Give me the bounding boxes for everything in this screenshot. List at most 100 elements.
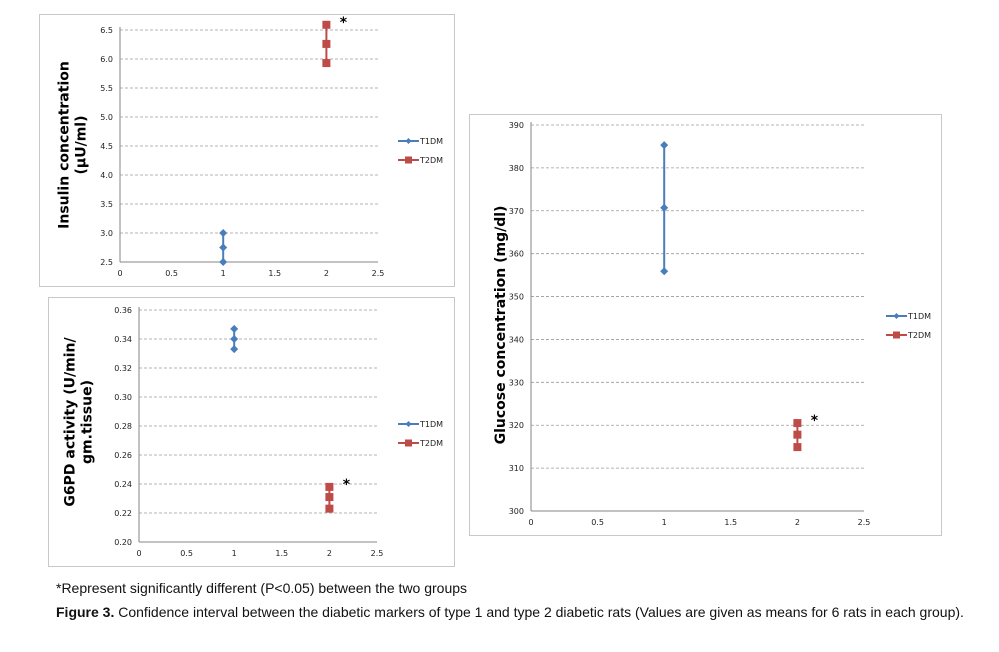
x-tick-label: 2.5 xyxy=(858,518,871,527)
x-tick-label: 2.5 xyxy=(371,549,384,558)
insulin-plot: 2.5 3.0 3.5 4.0 4.5 5.0 5.5 6.0 6.5 0 0.5 1 1.5 2 2.5 I… xyxy=(57,15,444,278)
legend-item-t1dm: T1DM xyxy=(398,137,443,146)
legend-marker xyxy=(893,313,900,319)
data-point xyxy=(322,20,331,29)
y-tick-label: 350 xyxy=(509,293,524,302)
y-tick-label: 5.0 xyxy=(100,113,113,122)
series-t2dm xyxy=(325,482,334,513)
series-t2dm xyxy=(322,20,331,68)
data-point xyxy=(219,258,228,266)
y-tick-label: 4.5 xyxy=(100,142,113,151)
data-point xyxy=(322,59,331,68)
series-t1dm xyxy=(660,141,669,276)
data-point xyxy=(325,504,334,513)
y-tick-label: 0.26 xyxy=(114,451,132,460)
y-axis-label: Glucose concentration (mg/dl) xyxy=(493,206,509,445)
x-tick-label: 2 xyxy=(795,518,800,527)
data-point xyxy=(230,324,239,333)
data-point xyxy=(230,345,239,354)
legend-label: T1DM xyxy=(907,312,931,321)
x-tick-label: 2 xyxy=(324,269,329,278)
y-tick-label: 0.32 xyxy=(114,364,132,373)
significance-marker: * xyxy=(811,413,819,429)
series-t1dm xyxy=(230,324,239,354)
caption-label: Figure 3. xyxy=(56,604,115,620)
data-point xyxy=(660,141,669,150)
y-tick-label: 3.5 xyxy=(100,200,113,209)
data-point xyxy=(793,443,802,452)
x-tick-label: 1 xyxy=(221,269,226,278)
glucose-plot: 300 310 320 330 340 350 360 370 380 390 0 0.5 1 1.5 2 2… xyxy=(493,121,931,527)
x-tick-label: 2.5 xyxy=(372,269,385,278)
y-tick-label: 4.0 xyxy=(100,171,113,180)
figure-caption: Figure 3. Confidence interval between th… xyxy=(56,603,966,621)
y-tick-label: 3.0 xyxy=(100,229,113,238)
y-tick-label: 370 xyxy=(509,207,524,216)
data-point xyxy=(325,493,334,502)
y-axis-label: (µU/ml) xyxy=(74,116,90,175)
significance-marker: * xyxy=(343,477,351,493)
legend-item-t1dm: T1DM xyxy=(398,420,443,429)
data-point xyxy=(325,482,334,491)
caption-text: Confidence interval between the diabetic… xyxy=(114,604,964,620)
data-point xyxy=(230,335,239,343)
y-tick-label: 0.34 xyxy=(114,335,132,344)
data-point xyxy=(793,419,802,428)
x-tick-label: 1 xyxy=(232,549,237,558)
glucose-chart xyxy=(469,114,942,536)
legend-item-t2dm: T2DM xyxy=(886,331,931,340)
legend-marker xyxy=(405,439,412,447)
x-tick-label: 0.5 xyxy=(165,269,178,278)
x-tick-label: 1.5 xyxy=(268,269,281,278)
legend-marker xyxy=(405,156,412,164)
legend-item-t2dm: T2DM xyxy=(398,439,443,448)
y-tick-label: 6.5 xyxy=(100,26,113,35)
data-point xyxy=(322,39,331,48)
x-tick-label: 1 xyxy=(662,518,667,527)
y-tick-label: 340 xyxy=(509,335,524,344)
x-tick-label: 1.5 xyxy=(275,549,288,558)
legend-item-t2dm: T2DM xyxy=(398,156,443,165)
legend-label: T1DM xyxy=(419,420,443,429)
y-tick-label: 390 xyxy=(509,121,524,130)
y-tick-label: 380 xyxy=(509,164,524,173)
y-tick-label: 2.5 xyxy=(100,258,113,267)
y-axis-label: Insulin concentration xyxy=(57,61,73,229)
y-tick-label: 310 xyxy=(509,464,524,473)
legend-item-t1dm: T1DM xyxy=(886,312,931,321)
y-tick-label: 320 xyxy=(509,421,524,430)
y-axis-label: gm.tissue) xyxy=(80,380,96,464)
legend-marker xyxy=(405,421,412,427)
legend-marker xyxy=(893,331,900,339)
y-tick-label: 6.0 xyxy=(100,55,113,64)
x-tick-label: 0.5 xyxy=(591,518,604,527)
y-tick-label: 0.24 xyxy=(114,480,132,489)
x-tick-label: 2 xyxy=(327,549,332,558)
significance-marker: * xyxy=(340,15,348,31)
g6pd-plot: 0.20 0.22 0.24 0.26 0.28 0.30 0.32 0.34 0.36 0 0.5… xyxy=(63,306,444,558)
y-tick-label: 360 xyxy=(509,250,524,259)
y-tick-label: 0.22 xyxy=(114,509,132,518)
legend-label: T1DM xyxy=(419,137,443,146)
x-tick-label: 0 xyxy=(136,549,141,558)
y-axis-label: G6PD activity (U/min/ xyxy=(63,337,79,507)
y-tick-label: 0.30 xyxy=(114,393,132,402)
data-point xyxy=(219,229,228,237)
y-tick-label: 0.28 xyxy=(114,422,132,431)
footnote: *Represent significantly different (P<0.… xyxy=(56,580,468,596)
x-tick-label: 0 xyxy=(528,518,533,527)
y-tick-label: 0.20 xyxy=(114,538,132,547)
x-tick-label: 1.5 xyxy=(724,518,737,527)
y-tick-label: 330 xyxy=(509,378,524,387)
data-point xyxy=(660,203,669,212)
x-tick-label: 0.5 xyxy=(180,549,193,558)
y-tick-label: 5.5 xyxy=(100,84,113,93)
y-tick-label: 0.36 xyxy=(114,306,132,315)
data-point xyxy=(660,267,669,276)
insulin-chart xyxy=(39,14,455,287)
data-point xyxy=(219,243,228,252)
x-tick-label: 0 xyxy=(117,269,122,278)
y-tick-label: 300 xyxy=(509,507,524,516)
legend-label: T2DM xyxy=(907,331,931,340)
